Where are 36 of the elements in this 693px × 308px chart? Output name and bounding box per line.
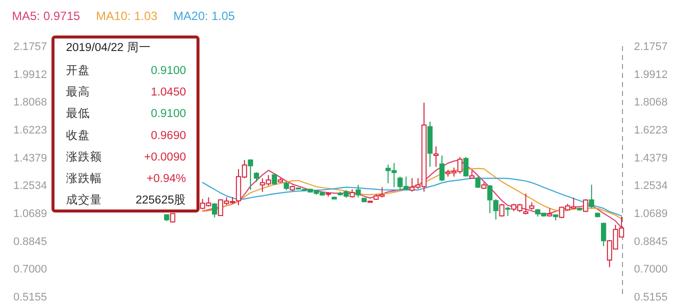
annotation: 最高 bbox=[66, 84, 90, 99]
y-tick-label: 1.9912 bbox=[634, 68, 668, 81]
y2-tick-label: 2.1757 bbox=[13, 41, 47, 53]
annotation: 最低 bbox=[66, 107, 90, 120]
annotation: 开盘 bbox=[66, 64, 90, 77]
y-tick-label: 1.4379 bbox=[634, 152, 668, 164]
annotation: 成交量 bbox=[66, 192, 102, 207]
y2-tick-label: 1.2534 bbox=[13, 180, 47, 192]
annotation: 收盘 bbox=[66, 128, 90, 142]
annotation: 0.9690 bbox=[150, 130, 186, 142]
y2-tick-label: 1.6223 bbox=[13, 124, 47, 136]
y-tick-label: 1.0689 bbox=[634, 208, 668, 220]
y2-tick-label: 0.8845 bbox=[13, 236, 47, 248]
y-tick-label: 0.5155 bbox=[634, 292, 668, 304]
y2-tick-label: 1.4379 bbox=[13, 152, 47, 164]
y2-tick-label: 1.0689 bbox=[13, 208, 47, 220]
annotation: 涨跌额 bbox=[66, 149, 102, 164]
y2-tick-label: 0.7000 bbox=[13, 264, 47, 276]
y2-tick-label: 0.5155 bbox=[13, 292, 47, 304]
annotation: +0.0090 bbox=[144, 151, 186, 164]
legend: MA5: 0.9715 MA10: 1.03 MA20: 1.05 bbox=[12, 9, 235, 23]
annotation: 0.9100 bbox=[150, 108, 186, 120]
annotation: 涨跌幅 bbox=[66, 172, 102, 185]
y2-tick-label: 1.8068 bbox=[13, 96, 47, 109]
y-tick-label: 0.8845 bbox=[634, 236, 668, 248]
annotation: 1.0450 bbox=[150, 86, 186, 99]
annotation: 0.9100 bbox=[150, 65, 186, 77]
annotation: 225625股 bbox=[136, 194, 186, 207]
y-tick-label: 1.6223 bbox=[634, 124, 668, 136]
y-tick-label: 2.1757 bbox=[634, 41, 668, 53]
y-tick-label: 0.7000 bbox=[634, 264, 668, 276]
annotation: 2019/04/22 周一 bbox=[66, 41, 151, 54]
y-tick-label: 1.2534 bbox=[634, 180, 668, 192]
annotation: +0.94% bbox=[146, 173, 186, 185]
y2-tick-label: 1.9912 bbox=[13, 68, 47, 81]
y-tick-label: 1.8068 bbox=[634, 96, 668, 109]
